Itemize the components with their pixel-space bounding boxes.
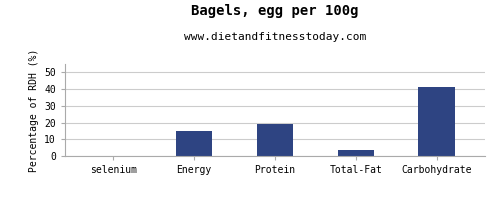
- Text: www.dietandfitnesstoday.com: www.dietandfitnesstoday.com: [184, 32, 366, 42]
- Text: Bagels, egg per 100g: Bagels, egg per 100g: [191, 4, 359, 18]
- Bar: [418, 87, 454, 156]
- Bar: [176, 131, 212, 156]
- Bar: [257, 124, 293, 156]
- Bar: [338, 150, 374, 156]
- Y-axis label: Percentage of RDH (%): Percentage of RDH (%): [28, 48, 38, 172]
